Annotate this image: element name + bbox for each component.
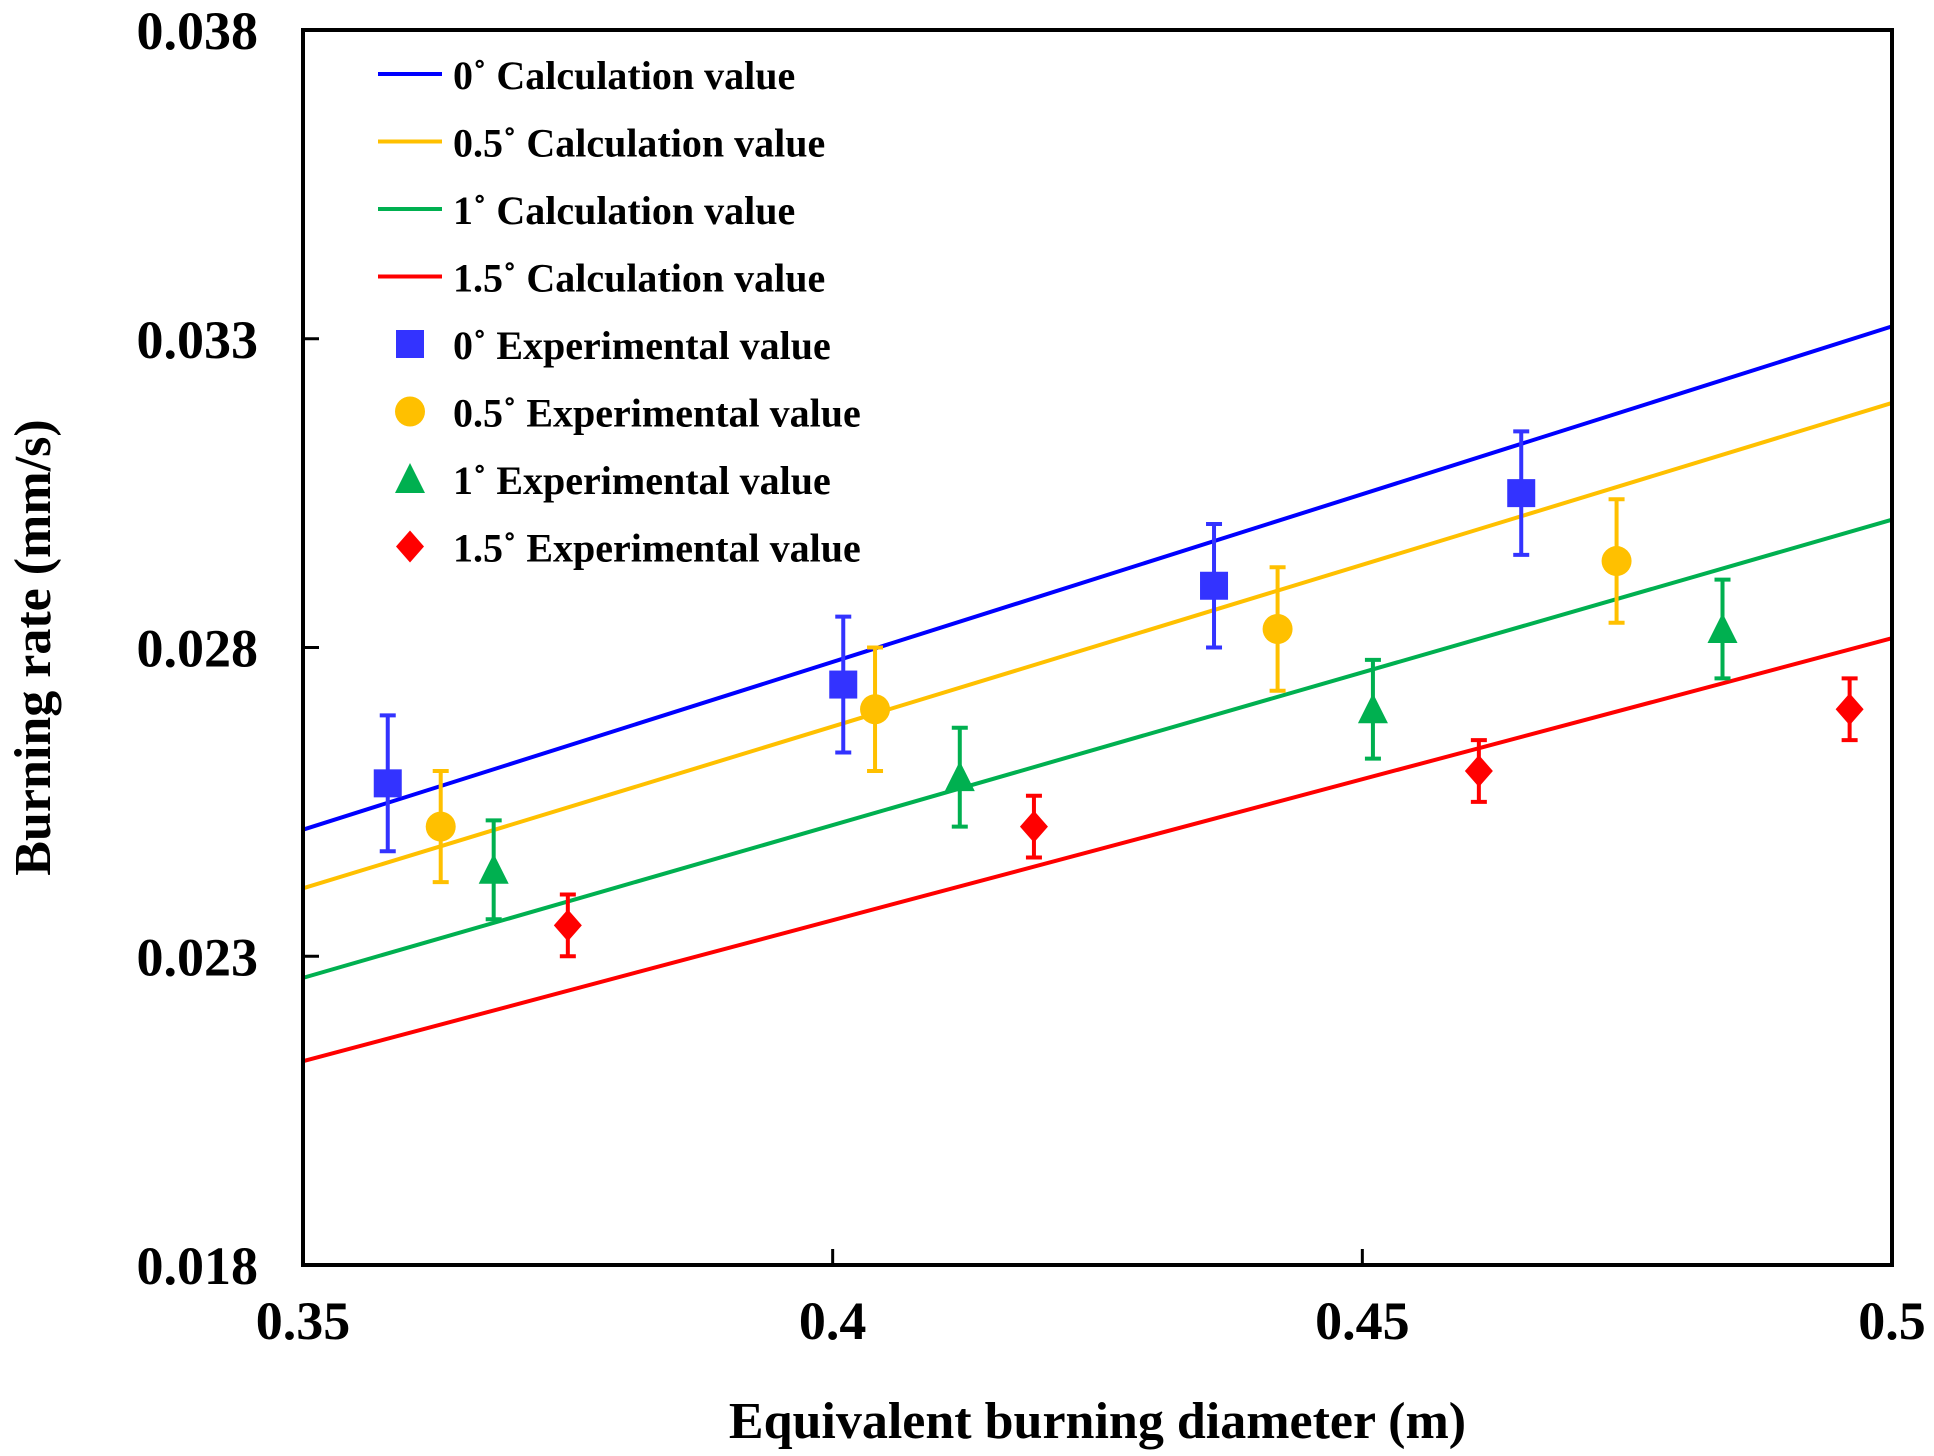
- point-1-5-experimental-value: [1464, 755, 1493, 787]
- line-0-calculation-value: [302, 324, 1893, 832]
- point-1-5-experimental-value: [1019, 810, 1048, 843]
- point-0-5-experimental-value: [1262, 613, 1293, 644]
- legend-label: 1.5˚ Experimental value: [453, 526, 861, 571]
- point-1-5-experimental-value: [1835, 693, 1864, 726]
- x-tick-label: 0.35: [256, 1291, 351, 1351]
- point-0-5-experimental-value: [860, 694, 891, 725]
- point-1-experimental-value: [478, 853, 509, 884]
- point-0-5-experimental-value: [425, 811, 456, 842]
- y-axis-title: Burning rate (mm/s): [5, 419, 62, 875]
- legend-label: 1.5˚ Calculation value: [453, 256, 825, 301]
- x-axis-title: Equivalent burning diameter (m): [729, 1393, 1466, 1450]
- x-tick-label: 0.4: [799, 1291, 867, 1351]
- legend-label: 0.5˚ Experimental value: [453, 391, 861, 436]
- legend: 0˚ Calculation value 0.5˚ Calculation val…: [378, 53, 861, 571]
- point-0-experimental-value: [373, 769, 402, 798]
- point-1-experimental-value: [944, 761, 975, 792]
- x-tick-label: 0.45: [1315, 1291, 1410, 1351]
- y-tick-label: 0.018: [137, 1236, 259, 1296]
- line-0-5-calculation-value: [302, 401, 1893, 891]
- point-1-experimental-value: [1357, 693, 1388, 724]
- y-tick-label: 0.023: [137, 927, 259, 987]
- legend-label: 0.5˚ Calculation value: [453, 121, 825, 166]
- point-1-experimental-value: [1707, 612, 1738, 643]
- legend-label: 1˚ Experimental value: [453, 458, 831, 503]
- point-0-5-experimental-value: [1601, 546, 1632, 577]
- legend-label: 0˚ Calculation value: [453, 53, 795, 98]
- x-tick-label: 0.5: [1858, 1291, 1926, 1351]
- legend-marker-1-experimental-value: [395, 463, 425, 493]
- axis-layer: 0.018 0.023 0.028 0.033 0.038 0.35 0.4 0.45 0.5: [137, 1, 1926, 1351]
- point-0-experimental-value: [1507, 479, 1536, 508]
- point-0-experimental-value: [1200, 571, 1229, 600]
- point-1-5-experimental-value: [553, 909, 582, 942]
- y-tick-label: 0.033: [137, 310, 259, 370]
- point-0-experimental-value: [829, 670, 858, 699]
- y-tick-label: 0.038: [137, 1, 259, 61]
- legend-label: 1˚ Calculation value: [453, 188, 795, 233]
- legend-marker-1-5-experimental-value: [396, 530, 424, 563]
- legend-marker-0-5-experimental-value: [395, 396, 425, 427]
- legend-marker-0-experimental-value: [396, 330, 424, 358]
- series-layer: [302, 324, 1893, 1064]
- line-1-5-calculation-value: [302, 636, 1893, 1064]
- legend-label: 0˚ Experimental value: [453, 323, 831, 368]
- y-tick-label: 0.028: [137, 619, 259, 679]
